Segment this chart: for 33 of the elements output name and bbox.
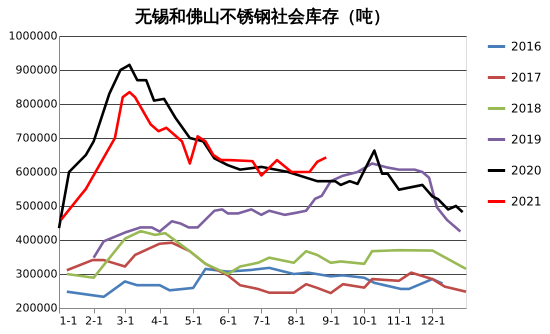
line-series xyxy=(60,90,328,221)
x-tick-label: 8-1 xyxy=(288,314,306,328)
line-series xyxy=(58,64,464,230)
x-tick-label: 10-1 xyxy=(352,314,378,328)
y-tick-label: 700000 xyxy=(16,132,58,144)
x-tick-label: 2-1 xyxy=(85,314,104,328)
y-tick-label: 400000 xyxy=(16,234,58,246)
y-tick-label: 500000 xyxy=(16,200,58,212)
x-tick-label: 3-1 xyxy=(116,314,134,328)
legend-label: 2016 xyxy=(511,40,542,54)
x-tick-label: 4-1 xyxy=(151,314,170,328)
x-tick-label: 5-1 xyxy=(184,314,203,328)
y-tick-label: 800000 xyxy=(16,98,58,110)
y-tick-label: 600000 xyxy=(16,166,58,178)
x-tick-label: 7-1 xyxy=(252,314,271,328)
y-tick-label: 900000 xyxy=(16,64,58,76)
legend-label: 2017 xyxy=(511,70,542,84)
x-tick-label: 6-1 xyxy=(219,314,238,328)
legend-label: 2018 xyxy=(511,102,542,116)
x-tick-label: 11-1 xyxy=(386,314,412,328)
line-series xyxy=(66,266,444,298)
chart-title: 无锡和佛山不锈钢社会库存（吨） xyxy=(134,7,390,27)
line-series xyxy=(92,162,462,259)
line-series xyxy=(66,230,468,280)
x-tick-label: 9-1 xyxy=(322,314,340,328)
legend-label: 2021 xyxy=(511,194,542,208)
x-tick-label: 1-1 xyxy=(60,314,78,328)
x-tick-label: 12-1 xyxy=(420,314,446,328)
legend-label: 2019 xyxy=(511,132,542,146)
y-tick-label: 300000 xyxy=(16,268,58,280)
legend-label: 2020 xyxy=(511,164,542,178)
y-tick-label: 200000 xyxy=(16,302,58,314)
y-tick-label: 1000000 xyxy=(8,30,58,42)
